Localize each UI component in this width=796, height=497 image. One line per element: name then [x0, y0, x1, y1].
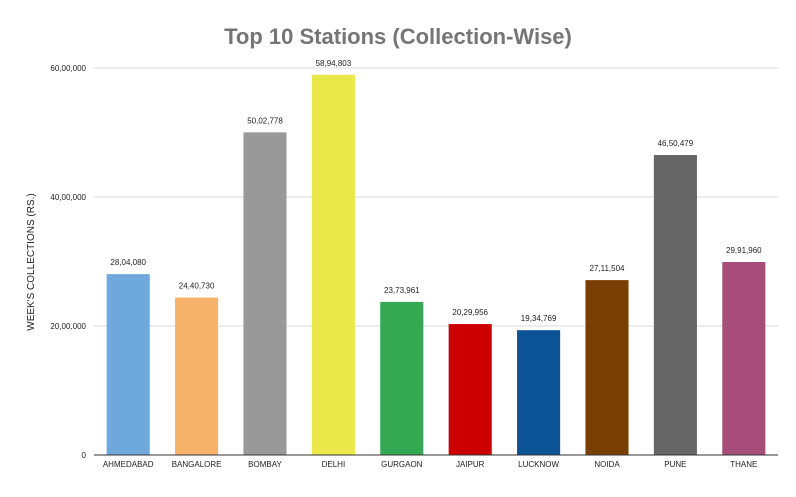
bar-noida — [585, 280, 629, 455]
bar-value-label: 20,29,956 — [452, 308, 488, 317]
bar-value-label: 28,04,080 — [110, 258, 146, 267]
bar-lucknow — [517, 330, 561, 455]
x-tick-label: THANE — [730, 460, 757, 469]
bar-value-label: 58,94,803 — [316, 59, 352, 68]
data-labels: 28,04,080 24,40,730 50,02,778 58,94,803 23,7… — [110, 59, 762, 323]
x-tick-label: LUCKNOW — [518, 460, 559, 469]
y-tick-label: 40,00,000 — [50, 193, 86, 202]
bar-bombay — [243, 132, 287, 456]
chart-title: Top 10 Stations (Collection-Wise) — [224, 24, 572, 49]
bar-bangalore — [175, 297, 219, 455]
bar-jaipur — [448, 324, 492, 455]
y-axis-label: WEEK'S COLLECTIONS (RS.) — [26, 193, 37, 331]
bar-pune — [653, 155, 697, 455]
bars — [106, 74, 766, 456]
x-tick-label: BOMBAY — [248, 460, 282, 469]
x-tick-label: JAIPUR — [456, 460, 485, 469]
bar-gurgaon — [380, 301, 424, 455]
x-tick-label: NOIDA — [594, 460, 620, 469]
x-tick-label: GURGAON — [381, 460, 423, 469]
x-tick-label: PUNE — [664, 460, 686, 469]
x-tick-label: BANGALORE — [172, 460, 222, 469]
bar-value-label: 50,02,778 — [247, 116, 283, 125]
bar-value-label: 29,91,960 — [726, 246, 762, 255]
bar-delhi — [311, 74, 355, 455]
bar-value-label: 46,50,479 — [658, 139, 694, 148]
x-tick-label: DELHI — [322, 460, 346, 469]
x-tick-label: AHMEDABAD — [103, 460, 154, 469]
y-tick-label: 0 — [82, 451, 87, 460]
bar-value-label: 24,40,730 — [179, 282, 215, 291]
bar-value-label: 19,34,769 — [521, 314, 557, 323]
bar-value-label: 23,73,961 — [384, 286, 420, 295]
x-axis-ticks: AHMEDABAD BANGALORE BOMBAY DELHI GURGAON JAIP… — [103, 460, 758, 469]
y-tick-label: 60,00,000 — [50, 64, 86, 73]
y-axis-ticks: 0 20,00,000 40,00,000 60,00,000 — [50, 64, 86, 460]
bar-thane — [722, 262, 766, 455]
y-tick-label: 20,00,000 — [50, 322, 86, 331]
bar-ahmedabad — [106, 274, 150, 455]
bar-value-label: 27,11,504 — [590, 264, 626, 273]
